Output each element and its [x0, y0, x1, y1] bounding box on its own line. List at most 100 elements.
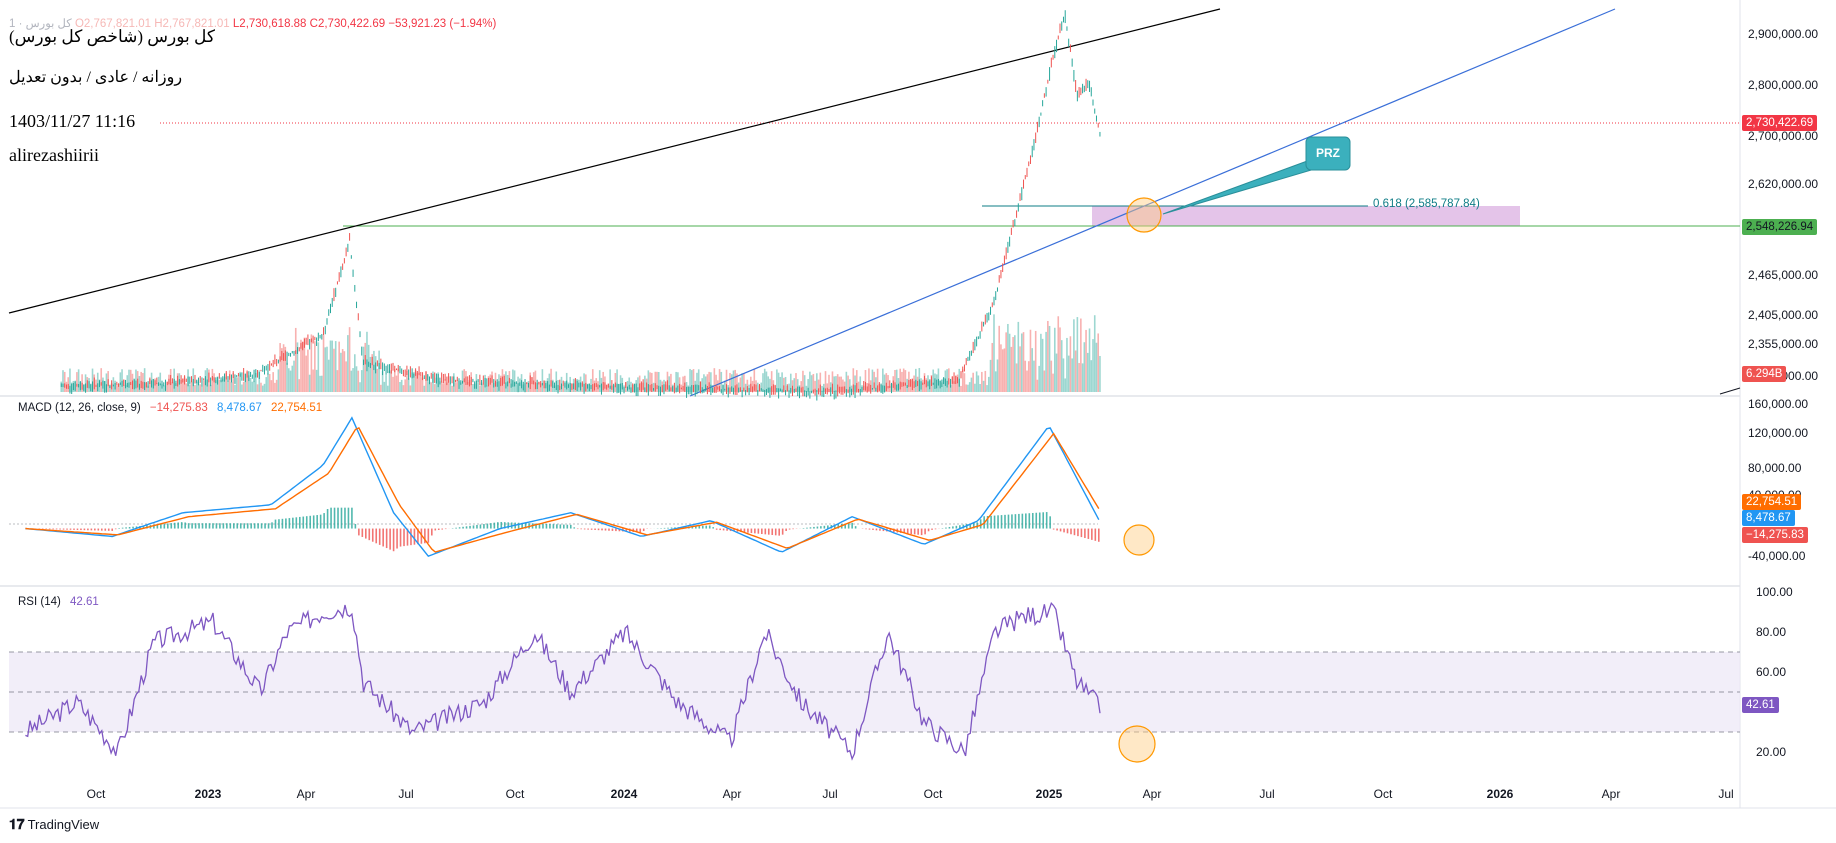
macd-hist-bar	[48, 528, 51, 530]
volume-bar	[147, 385, 149, 392]
macd-hist-bar	[173, 522, 176, 529]
volume-bar	[242, 381, 245, 392]
volume-bar	[360, 370, 363, 392]
volume-bar	[411, 372, 413, 392]
volume-bar	[376, 368, 379, 392]
volume-bar	[194, 385, 196, 392]
macd-hist-bar	[410, 528, 412, 546]
macd-hist-bar	[573, 527, 576, 529]
volume-bar	[246, 371, 248, 392]
macd-hist-bar	[524, 523, 527, 529]
volume-bar	[215, 380, 217, 392]
macd-hist-bar	[490, 523, 492, 529]
volume-bar	[329, 340, 332, 392]
volume-bar	[1097, 333, 1100, 392]
tradingview-brand[interactable]: 𝟏𝟕 TradingView	[9, 816, 99, 833]
volume-bar	[416, 372, 419, 392]
volume-bar	[717, 380, 719, 392]
volume-bar	[284, 346, 287, 392]
macd-hist-bar	[601, 528, 603, 531]
volume-bar	[454, 382, 457, 392]
time-axis[interactable]: Oct 2023 Apr Jul Oct 2024 Apr Jul Oct 2025 Apr Jul O…	[87, 787, 1734, 801]
volume-bar	[466, 381, 469, 392]
volume-bar	[254, 372, 257, 392]
macd-hist-bar	[955, 525, 958, 529]
prz-label[interactable]: PRZ	[1316, 146, 1340, 160]
macd-hist-bar	[986, 516, 989, 529]
volume-bar	[942, 378, 945, 392]
macd-hist-bar	[847, 523, 850, 529]
volume-bar	[354, 354, 356, 392]
macd-hist-bar	[899, 528, 902, 533]
macd-hist-bar	[976, 522, 979, 529]
volume-bar	[188, 384, 191, 392]
trendline-blue[interactable]	[689, 8, 1616, 397]
volume-bar	[413, 372, 415, 392]
macd-pane[interactable]: 160,000.00120,000.0080,000.0040,000.00-4…	[9, 397, 1808, 563]
rsi-pane[interactable]: 100.00 80.00 60.00 20.00	[9, 585, 1793, 763]
volume-bar	[538, 381, 540, 392]
volume-bar	[769, 378, 771, 392]
macd-hist-bar	[1056, 528, 1058, 531]
macd-hist-bar	[323, 513, 325, 529]
macd-hist-bar	[542, 523, 544, 529]
macd-hist-bar	[375, 528, 378, 544]
volume-bar	[62, 370, 64, 392]
macd-hist-bar	[695, 526, 697, 529]
macd-hist-bar	[330, 507, 332, 529]
volume-bar	[1088, 328, 1091, 392]
volume-bar	[539, 383, 542, 392]
macd-hist-bar	[503, 522, 506, 529]
volume-bar	[975, 371, 978, 392]
price-tick-label: 2,620,000.00	[1748, 177, 1818, 191]
macd-hist-bar	[844, 523, 846, 529]
volume-bar	[953, 381, 955, 392]
prz-zone[interactable]	[1092, 206, 1520, 226]
rsi-circle[interactable]	[1118, 725, 1156, 763]
volume-bar	[343, 351, 346, 392]
macd-tick-label: 80,000.00	[1748, 461, 1802, 475]
volume-bar	[340, 352, 342, 392]
macd-hist-bar	[1091, 528, 1093, 540]
volume-bar	[675, 371, 677, 392]
macd-circle[interactable]	[1123, 524, 1155, 556]
macd-hist-bar	[552, 524, 555, 529]
macd-hist-bar	[403, 528, 405, 547]
volume-bar	[392, 376, 394, 392]
volume-bar	[591, 369, 594, 392]
price-pane[interactable]: 2,900,000.00 2,800,000.00 2,700,000.00 2,62…	[8, 8, 1818, 401]
trendline-black[interactable]	[8, 8, 1221, 314]
macd-hist-bar	[625, 528, 628, 532]
volume-bar	[274, 382, 276, 392]
macd-hist-bar	[365, 528, 367, 539]
volume-bar	[1010, 346, 1013, 392]
volume-bar	[779, 376, 782, 392]
macd-hist-bar	[1025, 513, 1027, 529]
volume-bar	[362, 346, 365, 392]
prz-callout[interactable]	[1162, 136, 1351, 215]
volume-bar	[326, 346, 328, 392]
volume-bar	[162, 385, 165, 392]
volume-bar	[1085, 329, 1087, 392]
macd-hist-bar	[305, 516, 308, 529]
volume-bar	[739, 377, 742, 392]
macd-hist-bar	[726, 528, 728, 531]
volume-bar	[651, 372, 653, 392]
volume-bar	[1003, 348, 1006, 392]
volume-bar	[124, 384, 127, 392]
fib-label[interactable]: 0.618 (2,585,787.84)	[1373, 198, 1480, 210]
volume-bar	[315, 369, 318, 392]
volume-bar	[784, 376, 787, 392]
rsi-axis[interactable]: 100.00 80.00 60.00 20.00	[1756, 585, 1793, 759]
time-tick-label: 2023	[195, 787, 222, 801]
volume-bar	[510, 383, 512, 392]
macd-hist-bar	[59, 528, 61, 530]
volume-bar	[1014, 335, 1016, 392]
volume-bar	[293, 360, 295, 392]
volume-bar	[531, 377, 533, 392]
price-axis[interactable]: 2,900,000.00 2,800,000.00 2,700,000.00 2,62…	[1748, 27, 1818, 383]
macd-signal-badge: 22,754.51	[1742, 494, 1802, 510]
prz-circle[interactable]	[1126, 197, 1162, 233]
volume-bar	[367, 344, 370, 392]
